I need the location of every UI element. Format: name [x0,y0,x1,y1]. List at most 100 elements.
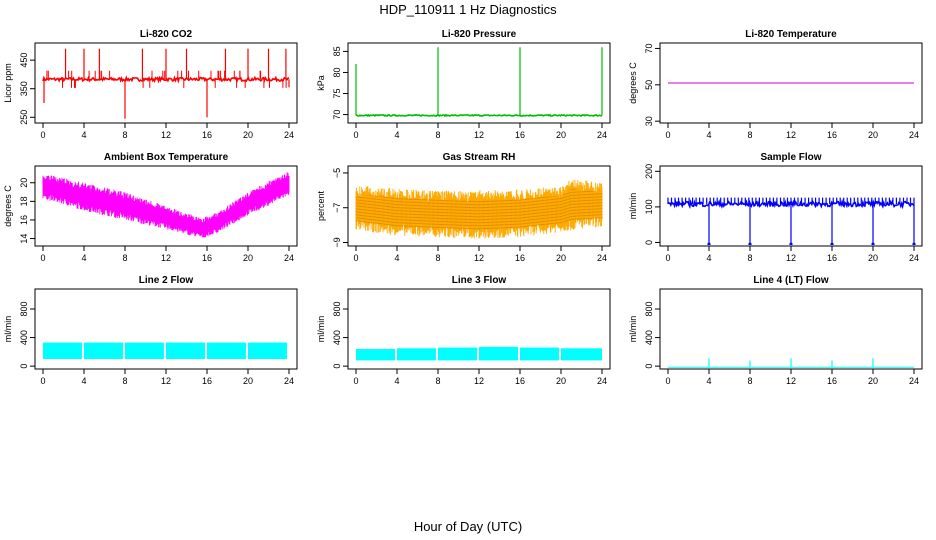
x-tick-label: 0 [665,130,670,140]
data-block [438,347,477,361]
panel-2: Li-820 Pressure 0 4 8 12 16 20 24 70 75 80 85 kPa [316,29,611,140]
x-tick-label: 12 [474,253,484,263]
y-axis-label: percent [316,190,326,221]
data-band [42,172,290,238]
y-axis-label: ml/min [628,316,638,343]
y-tick-label: 0 [332,364,342,369]
data-block [207,342,246,359]
panel-title: Gas Stream RH [443,152,516,163]
data-layer [43,342,287,359]
plot-frame [659,288,923,370]
panel-7: Line 2 Flow 0 4 8 12 16 20 24 0 400 800 ml/min [3,275,298,386]
data-jitter [46,70,287,88]
x-tick-label: 0 [40,376,45,386]
data-block [520,347,559,361]
x-tick-label: 20 [243,253,253,263]
panel-8: Line 3 Flow 0 4 8 12 16 20 24 0 400 800 ml/min [316,275,611,386]
x-tick-label: 20 [556,130,566,140]
y-tick-label: 50 [644,80,654,90]
x-tick-label: 20 [243,376,253,386]
y-tick-label: 350 [19,81,29,96]
plot-frame [347,42,611,124]
y-axis-label: ml/min [316,316,326,343]
y-axis-label: degrees C [3,185,13,227]
data-trace [355,113,602,118]
x-tick-label: 4 [706,130,711,140]
data-layer [667,197,916,245]
data-point [748,242,752,245]
data-layer [42,48,290,119]
data-layer [355,179,603,239]
y-tick-label: 20 [19,178,29,188]
x-tick-label: 16 [827,253,837,263]
y-tick-label: 70 [644,43,654,53]
x-tick-label: 0 [353,253,358,263]
x-tick-label: 24 [284,253,294,263]
data-block [561,348,602,361]
x-tick-label: 24 [597,253,607,263]
data-layer [355,47,603,118]
data-block [356,349,395,361]
x-tick-label: 4 [706,253,711,263]
data-point [912,242,916,245]
panel-title: Li-820 Temperature [745,29,837,40]
x-tick-label: 12 [161,253,171,263]
x-tick-label: 24 [909,253,919,263]
y-tick-label: 0 [644,364,654,369]
y-tick-label: 70 [332,110,342,120]
y-tick-label: 16 [19,215,29,225]
data-block [125,342,164,359]
panel-title: Sample Flow [760,152,821,163]
y-tick-label: 450 [19,53,29,68]
data-layer [668,358,914,368]
x-tick-label: 16 [515,130,525,140]
x-tick-label: 8 [435,130,440,140]
x-tick-label: 20 [868,130,878,140]
y-tick-label: 18 [19,196,29,206]
y-tick-label: 400 [19,330,29,345]
data-layer [42,172,290,238]
data-layer [356,346,602,361]
x-tick-label: 4 [394,376,399,386]
panel-title: Ambient Box Temperature [104,152,229,163]
panel-5: Gas Stream RH 0 4 8 12 16 20 24 −9 −7 −5 percent [316,152,611,263]
data-block [84,342,123,359]
data-band-dots [355,188,603,230]
x-tick-label: 20 [868,376,878,386]
panel-3: Li-820 Temperature 0 4 8 12 16 20 24 30 50 70 degre… [628,29,923,140]
y-tick-label: 75 [332,89,342,99]
data-point [789,242,793,245]
y-tick-label: 800 [332,301,342,316]
x-tick-label: 8 [435,376,440,386]
panel-title: Li-820 CO2 [140,29,193,40]
x-tick-label: 4 [394,253,399,263]
x-tick-label: 8 [122,253,127,263]
panel-4: Ambient Box Temperature 0 4 8 12 16 20 24 14 16 18… [3,152,298,263]
data-block [43,342,82,359]
x-tick-label: 8 [122,130,127,140]
data-block [397,348,436,361]
y-tick-label: 85 [332,46,342,56]
y-tick-label: 14 [19,234,29,244]
x-tick-label: 16 [515,253,525,263]
x-tick-label: 4 [81,130,86,140]
y-tick-label: 200 [644,164,654,179]
data-point [871,242,875,245]
x-tick-label: 4 [706,376,711,386]
x-tick-label: 16 [827,130,837,140]
y-tick-label: −5 [332,168,342,178]
x-tick-label: 8 [435,253,440,263]
y-axis-label: kPa [316,75,326,91]
y-tick-label: −7 [332,203,342,213]
x-tick-label: 4 [394,130,399,140]
x-tick-label: 12 [786,376,796,386]
data-block [166,342,205,359]
y-tick-label: 400 [644,330,654,345]
y-tick-label: 400 [332,330,342,345]
y-axis-label: ml/min [3,316,13,343]
data-block [248,342,287,359]
x-tick-label: 8 [747,376,752,386]
x-tick-label: 0 [353,130,358,140]
x-tick-label: 16 [202,130,212,140]
x-tick-label: 0 [665,376,670,386]
